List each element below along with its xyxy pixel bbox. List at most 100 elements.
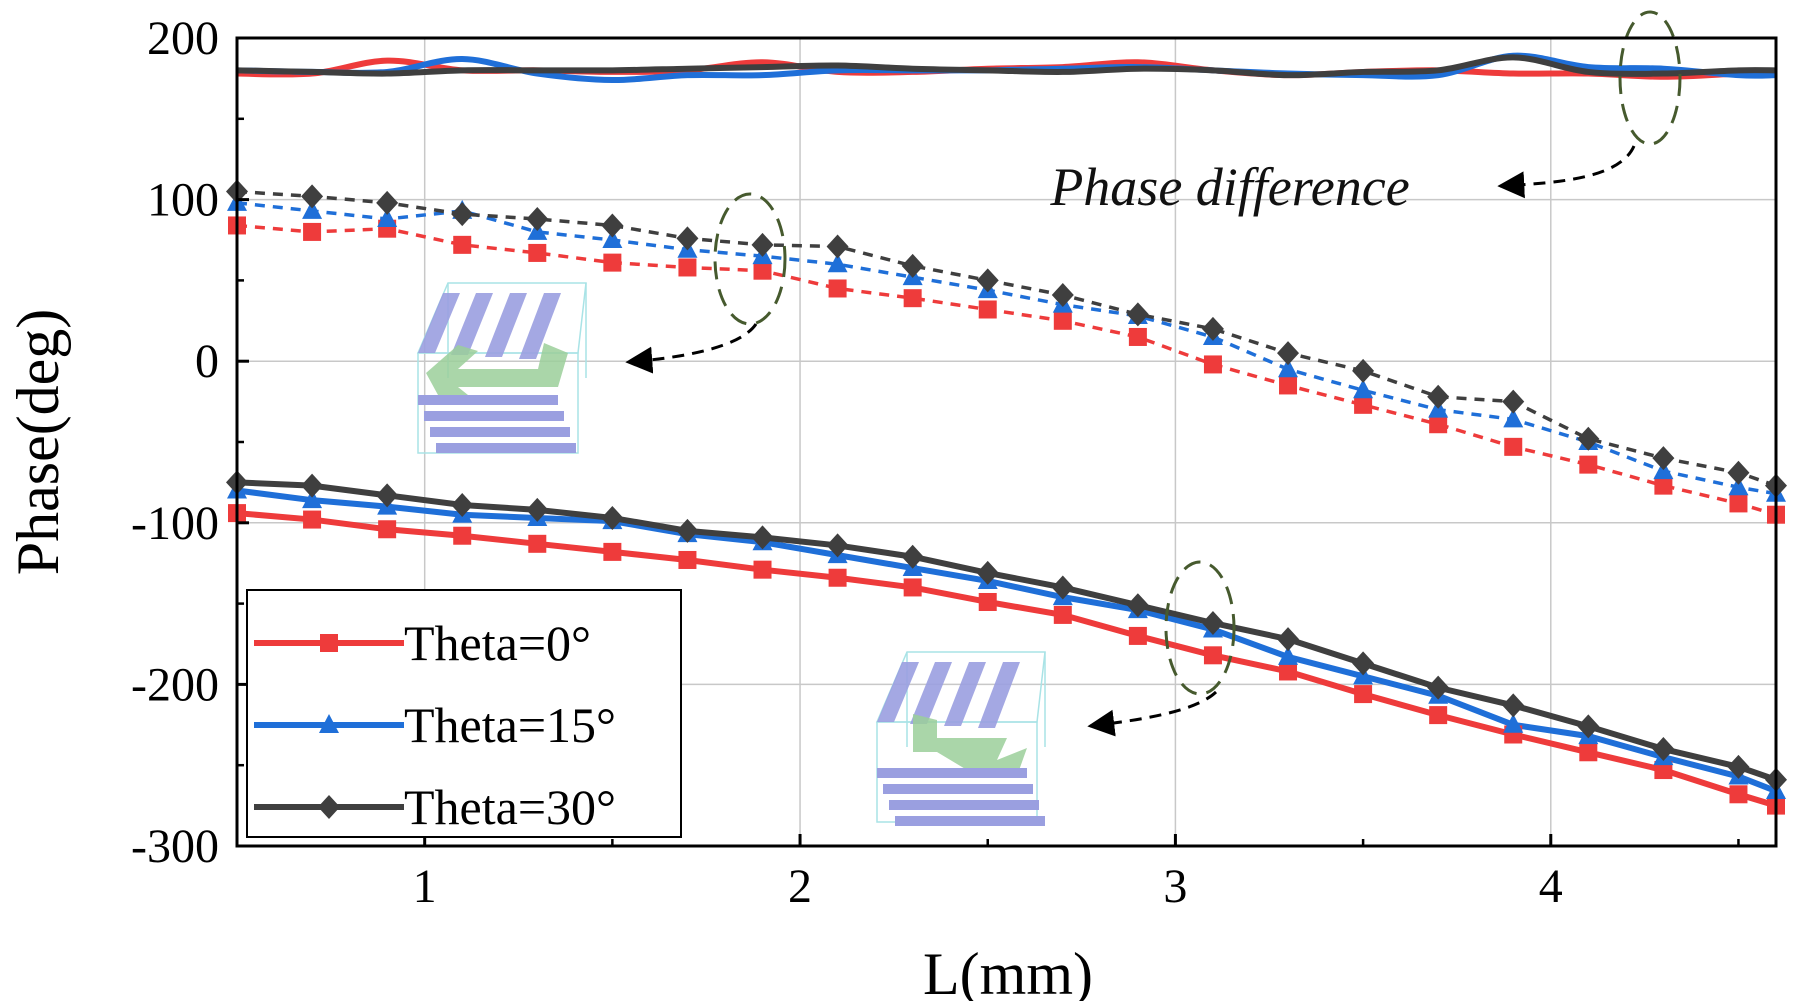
solid-point-theta-30- — [826, 533, 849, 558]
solid-point-theta-30- — [1277, 627, 1300, 652]
solid-point-theta-0- — [1279, 662, 1298, 681]
dashed-point-theta-30- — [376, 190, 399, 215]
dashed-point-theta-15- — [1728, 476, 1749, 496]
solid-point-theta-30- — [1577, 714, 1600, 739]
dashed-point-theta-30- — [451, 202, 474, 227]
dashed-point-theta-0- — [1354, 395, 1373, 414]
dashed-point-theta-0- — [1203, 355, 1222, 374]
ellipse-solid-curves — [1164, 560, 1236, 696]
solid-line-theta-30- — [237, 479, 1776, 783]
y-tick-label: -100 — [131, 497, 219, 550]
solid-point-theta-0- — [903, 578, 922, 597]
dashed-point-theta-30- — [1577, 426, 1600, 451]
x-tick-label: 3 — [1163, 860, 1187, 913]
solid-point-theta-30- — [1201, 610, 1224, 635]
arrow-phase-difference — [1497, 145, 1636, 199]
solid-point-theta-30- — [1427, 675, 1450, 700]
dashed-point-theta-30- — [1352, 358, 1375, 383]
solid-point-theta-0- — [828, 568, 847, 587]
dashed-point-theta-30- — [751, 232, 774, 257]
dashed-point-theta-30- — [901, 253, 924, 278]
solid-point-theta-0- — [1654, 761, 1673, 780]
dashed-point-theta-30- — [301, 184, 324, 209]
dashed-point-theta-0- — [1504, 437, 1523, 456]
dashed-point-theta-30- — [1277, 341, 1300, 366]
solid-point-theta-30- — [601, 505, 624, 530]
dashed-point-theta-0- — [453, 235, 472, 254]
solid-point-theta-30- — [1652, 737, 1675, 762]
dashed-point-theta-30- — [1201, 316, 1224, 341]
legend-marker — [320, 634, 338, 652]
legend-label: Theta=0° — [404, 615, 591, 671]
solid-point-theta-30- — [901, 544, 924, 569]
dashed-line-theta-0- — [237, 223, 1776, 517]
x-tick-label: 1 — [413, 860, 437, 913]
solid-point-theta-0- — [378, 520, 397, 539]
x-tick-label: 4 — [1539, 860, 1563, 913]
dashed-point-theta-30- — [976, 268, 999, 293]
solid-point-theta-0- — [1579, 743, 1598, 762]
ellipse-phase-difference — [1618, 10, 1682, 146]
solid-point-theta-0- — [678, 550, 697, 569]
y-tick-label: 100 — [147, 174, 219, 227]
solid-point-theta-30- — [526, 497, 549, 522]
dashed-point-theta-30- — [1652, 446, 1675, 471]
annotation-shapes — [625, 10, 1682, 737]
dashed-point-theta-15- — [1278, 358, 1299, 378]
solid-point-theta-0- — [1429, 706, 1448, 725]
solid-point-theta-0- — [453, 526, 472, 545]
solid-point-theta-15- — [1278, 645, 1299, 665]
dashed-point-theta-0- — [678, 258, 697, 277]
legend-marker — [318, 795, 340, 819]
solid-point-theta-30- — [451, 493, 474, 518]
arrow-solid-curves — [1087, 690, 1218, 737]
dashed-line-theta-30- — [237, 189, 1776, 488]
unit-cell-illustration-upper — [416, 282, 587, 454]
legend-label: Theta=30° — [404, 779, 616, 835]
dashed-point-theta-0- — [753, 261, 772, 280]
dashed-point-theta-30- — [526, 206, 549, 231]
solid-point-theta-0- — [1354, 685, 1373, 704]
solid-point-theta-0- — [1203, 646, 1222, 665]
solid-point-theta-0- — [603, 542, 622, 561]
solid-point-theta-0- — [1128, 626, 1147, 645]
dashed-point-theta-30- — [1427, 384, 1450, 409]
solid-point-theta-30- — [376, 483, 399, 508]
dashed-point-theta-0- — [603, 253, 622, 272]
dashed-point-theta-0- — [1128, 327, 1147, 346]
dashed-point-theta-0- — [1729, 494, 1748, 513]
solid-point-theta-15- — [1503, 713, 1524, 733]
marker-layer — [226, 179, 1787, 815]
dashed-point-theta-0- — [903, 289, 922, 308]
dashed-point-theta-30- — [601, 213, 624, 238]
unit-cell-illustration-lower — [875, 651, 1046, 826]
solid-point-theta-0- — [753, 560, 772, 579]
dashed-point-theta-0- — [528, 243, 547, 262]
dashed-point-theta-15- — [1353, 379, 1374, 399]
dashed-point-theta-0- — [978, 300, 997, 319]
solid-point-theta-0- — [1053, 605, 1072, 624]
legend-marker — [319, 714, 339, 733]
phase-difference-label: Phase difference — [1049, 157, 1409, 217]
solid-line-theta-0- — [237, 510, 1776, 809]
y-axis-label: Phase(deg) — [5, 309, 71, 576]
dashed-point-theta-0- — [1429, 415, 1448, 434]
dashed-point-theta-15- — [302, 199, 323, 219]
dashed-point-theta-15- — [602, 229, 623, 248]
solid-point-theta-30- — [751, 525, 774, 550]
y-tick-label: 200 — [147, 12, 219, 65]
arrow-dashed-curves — [625, 323, 758, 374]
dashed-point-theta-0- — [828, 279, 847, 298]
ellipse-dashed-curves — [713, 192, 787, 326]
solid-point-theta-30- — [676, 518, 699, 543]
legend-box — [246, 589, 682, 838]
y-tick-label: -300 — [131, 820, 219, 873]
dashed-point-theta-0- — [1654, 476, 1673, 495]
dashed-line-theta-15- — [237, 201, 1776, 496]
solid-point-theta-0- — [303, 510, 322, 529]
x-axis-label: L(mm) — [923, 941, 1093, 1001]
solid-point-theta-0- — [978, 592, 997, 611]
y-tick-label: 0 — [195, 335, 219, 388]
solid-point-theta-30- — [1051, 575, 1074, 600]
